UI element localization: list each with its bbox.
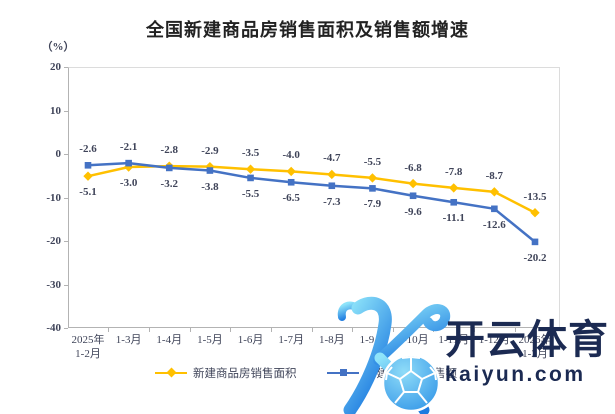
- y-axis-tick: [64, 328, 68, 329]
- data-label: -9.6: [404, 205, 422, 218]
- x-axis-tick: [108, 328, 110, 332]
- data-label: -4.7: [323, 152, 341, 165]
- y-axis-tick: [64, 110, 68, 112]
- data-label: -3.5: [241, 147, 260, 160]
- x-axis-tick: [311, 328, 313, 332]
- data-label: -5.5: [241, 187, 260, 200]
- x-axis-category-label: 1-5月: [197, 334, 223, 346]
- data-label: -2.8: [160, 144, 178, 157]
- data-label: -13.5: [523, 190, 547, 203]
- x-axis-category-label: 1-8月: [318, 334, 345, 346]
- data-label: -5.5: [363, 155, 382, 168]
- x-axis-category-label: 1-12月: [478, 334, 510, 346]
- data-label: -2.9: [201, 144, 219, 157]
- data-label: -7.8: [445, 165, 463, 178]
- data-label: -6.8: [404, 161, 422, 174]
- x-axis-tick: [270, 328, 272, 332]
- legend: 新建商品房销售面积 新建商品房销售额: [0, 366, 615, 382]
- y-axis-tick-label: -20: [46, 235, 61, 247]
- x-axis-tick: [555, 328, 557, 332]
- y-axis-tick-label: -10: [46, 191, 61, 204]
- y-axis-tick-label: 0: [55, 148, 62, 160]
- y-axis-tick-label: -30: [46, 278, 61, 291]
- y-axis-tick: [64, 241, 68, 242]
- data-label: -7.9: [363, 198, 382, 211]
- data-label: -7.3: [323, 195, 341, 208]
- data-label: -2.1: [119, 141, 138, 154]
- sales-amount-line-swatch: [327, 369, 359, 377]
- legend-item-sales-area: 新建商品房销售面积: [155, 366, 297, 380]
- y-axis-unit-label: （%）: [41, 41, 75, 53]
- sales-area-line-swatch: [155, 367, 187, 378]
- x-axis-tick: [352, 328, 354, 332]
- x-axis-tick: [148, 328, 150, 332]
- y-axis-tick: [64, 67, 68, 68]
- x-axis-category-label: 2026年 1-2月: [518, 334, 552, 360]
- data-label: -4.0: [282, 149, 300, 162]
- data-label: -20.2: [523, 251, 547, 264]
- x-axis-tick: [392, 328, 394, 332]
- y-axis-tick: [64, 154, 68, 155]
- data-label: -3.0: [119, 177, 138, 190]
- x-axis-category-label: 1-7月: [278, 334, 304, 346]
- x-axis-category-label: 1-4月: [156, 334, 183, 346]
- x-axis-tick: [514, 328, 516, 332]
- data-label: -5.1: [79, 186, 97, 199]
- y-axis-tick-label: 20: [50, 61, 61, 73]
- data-label: -11.1: [442, 212, 465, 225]
- data-label: -8.7: [485, 169, 504, 182]
- x-axis-category-label: 1-6月: [237, 334, 264, 346]
- data-label: -2.6: [79, 143, 97, 156]
- data-label: -12.6: [482, 218, 506, 231]
- y-axis-tick: [64, 197, 68, 199]
- x-axis-tick: [474, 328, 476, 332]
- chart-title: 全国新建商品房销售面积及销售额增速: [146, 20, 469, 40]
- diamond-marker-icon: [166, 367, 177, 378]
- x-axis-category-label: 1-3月: [115, 334, 142, 346]
- x-axis-tick: [189, 328, 191, 332]
- legend-label-sales-area: 新建商品房销售面积: [193, 368, 297, 380]
- legend-label-sales-amount: 新建商品房销售额: [365, 368, 457, 380]
- square-marker-icon: [340, 369, 347, 377]
- data-label: -6.5: [282, 192, 300, 205]
- y-axis-tick-label: -40: [46, 322, 61, 334]
- x-axis-category-label: 2025年 1-2月: [71, 334, 105, 360]
- legend-item-sales-amount: 新建商品房销售额: [327, 366, 457, 380]
- data-label: -3.8: [201, 180, 219, 193]
- data-label: -3.2: [160, 177, 178, 190]
- y-axis-tick: [64, 284, 68, 286]
- x-axis-tick: [433, 328, 435, 332]
- x-axis-tick: [230, 328, 232, 332]
- y-axis-tick-label: 10: [50, 104, 61, 117]
